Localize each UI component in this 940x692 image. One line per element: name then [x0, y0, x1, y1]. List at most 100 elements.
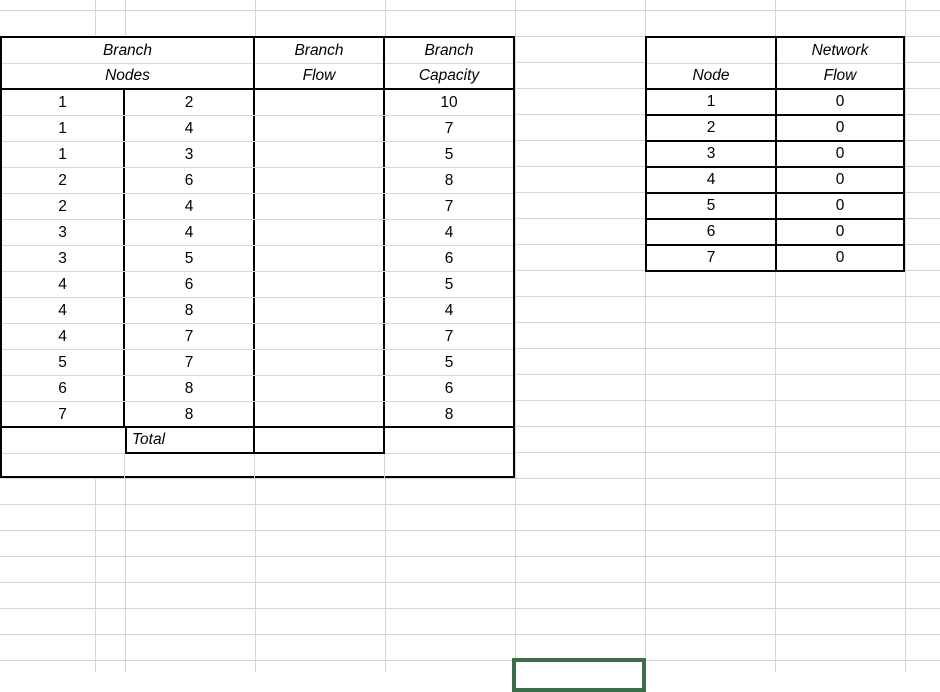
node-cell[interactable]: 2: [647, 116, 777, 140]
branch-table-header: Branch Nodes Branch Flow Branch Capacity: [2, 38, 513, 90]
branch-row: 1 4 7: [2, 116, 513, 142]
branch-capacity-header-cell[interactable]: Branch Capacity: [385, 38, 513, 88]
node-cell[interactable]: 4: [647, 168, 777, 192]
branch-to-cell[interactable]: 4: [125, 194, 255, 219]
branch-flow-cell[interactable]: [255, 194, 385, 219]
branch-nodes-header-cell[interactable]: Branch Nodes: [2, 38, 255, 88]
node-flow-cell[interactable]: 0: [835, 197, 845, 214]
branch-from-cell[interactable]: 1: [2, 142, 125, 167]
branch-flow-cell[interactable]: [255, 116, 385, 141]
node-cell[interactable]: 1: [647, 90, 777, 114]
branch-row: 1 2 10: [2, 90, 513, 116]
branch-to-cell[interactable]: 2: [125, 90, 255, 115]
node-cell[interactable]: 6: [647, 220, 777, 244]
branch-to-cell[interactable]: 7: [125, 350, 255, 375]
node-header-cell[interactable]: Node: [647, 38, 777, 88]
branch-from-cell[interactable]: 4: [2, 298, 125, 323]
branch-row: 6 8 6: [2, 376, 513, 402]
branch-capacity-cell[interactable]: 5: [444, 354, 454, 371]
node-table-header: Node Network Flow: [647, 38, 903, 90]
branch-row: 2 4 7: [2, 194, 513, 220]
branch-to-cell[interactable]: 8: [125, 298, 255, 323]
branch-to-cell[interactable]: 4: [125, 220, 255, 245]
branch-capacity-cell[interactable]: 8: [444, 406, 454, 423]
node-flow-cell[interactable]: 0: [835, 171, 845, 188]
node-flow-cell[interactable]: 0: [835, 249, 845, 266]
branch-flow-cell[interactable]: [255, 168, 385, 193]
branch-from-cell[interactable]: 1: [2, 90, 125, 115]
node-flow-cell[interactable]: 0: [835, 223, 845, 240]
branch-from-cell[interactable]: 3: [2, 246, 125, 271]
branch-flow-cell[interactable]: [255, 324, 385, 349]
branch-capacity-cell[interactable]: 7: [444, 120, 454, 137]
branch-capacity-cell[interactable]: 6: [444, 380, 454, 397]
branch-row: 3 5 6: [2, 246, 513, 272]
branch-from-cell[interactable]: 4: [2, 324, 125, 349]
network-flow-header-cell[interactable]: Network Flow: [777, 38, 903, 88]
branch-to-cell[interactable]: 4: [125, 116, 255, 141]
branch-to-cell[interactable]: 7: [125, 324, 255, 349]
branch-flow-header-line2: Flow: [302, 67, 336, 84]
branch-capacity-cell[interactable]: 6: [444, 250, 454, 267]
branch-table: Branch Nodes Branch Flow Branch Capacity…: [0, 36, 515, 478]
total-label-cell[interactable]: Total: [125, 428, 255, 454]
branch-row: 1 3 5: [2, 142, 513, 168]
branch-capacity-cell[interactable]: 10: [440, 94, 458, 111]
node-row: 1 0: [647, 90, 903, 116]
branch-row: 5 7 5: [2, 350, 513, 376]
branch-flow-cell[interactable]: [255, 142, 385, 167]
node-cell[interactable]: 7: [647, 246, 777, 272]
node-flow-cell[interactable]: 0: [835, 145, 845, 162]
branch-flow-header-line1: Branch: [255, 38, 383, 64]
empty-cell[interactable]: [125, 454, 255, 478]
branch-from-cell[interactable]: 1: [2, 116, 125, 141]
branch-from-cell[interactable]: 2: [2, 194, 125, 219]
branch-capacity-cell[interactable]: 5: [444, 276, 454, 293]
branch-flow-cell[interactable]: [255, 90, 385, 115]
branch-flow-header-cell[interactable]: Branch Flow: [255, 38, 385, 88]
branch-capacity-header-line1: Branch: [385, 38, 513, 64]
branch-to-cell[interactable]: 8: [125, 402, 255, 426]
network-flow-header-line1: Network: [777, 38, 903, 64]
node-cell[interactable]: 5: [647, 194, 777, 218]
node-cell[interactable]: 3: [647, 142, 777, 166]
empty-cell[interactable]: [255, 454, 385, 478]
branch-capacity-cell[interactable]: 4: [444, 224, 454, 241]
branch-from-cell[interactable]: 4: [2, 272, 125, 297]
branch-to-cell[interactable]: 6: [125, 272, 255, 297]
node-flow-cell[interactable]: 0: [835, 119, 845, 136]
branch-capacity-cell[interactable]: 7: [444, 198, 454, 215]
branch-nodes-header-line2: Nodes: [105, 67, 150, 84]
branch-table-empty-row: [2, 454, 513, 478]
branch-from-cell[interactable]: 6: [2, 376, 125, 401]
branch-from-cell[interactable]: 7: [2, 402, 125, 426]
branch-flow-cell[interactable]: [255, 402, 385, 426]
branch-flow-cell[interactable]: [255, 272, 385, 297]
branch-capacity-cell[interactable]: 7: [444, 328, 454, 345]
node-flow-cell[interactable]: 0: [835, 93, 845, 110]
empty-cell[interactable]: [385, 454, 513, 478]
branch-capacity-cell[interactable]: 5: [444, 146, 454, 163]
total-flow-cell[interactable]: [255, 428, 385, 454]
branch-capacity-cell[interactable]: 4: [444, 302, 454, 319]
branch-flow-cell[interactable]: [255, 220, 385, 245]
empty-cell[interactable]: [2, 454, 125, 478]
total-capacity-cell[interactable]: [385, 428, 513, 454]
total-spacer-cell[interactable]: [2, 428, 125, 454]
branch-flow-cell[interactable]: [255, 350, 385, 375]
node-row: 6 0: [647, 220, 903, 246]
branch-flow-cell[interactable]: [255, 298, 385, 323]
branch-flow-cell[interactable]: [255, 376, 385, 401]
branch-from-cell[interactable]: 3: [2, 220, 125, 245]
branch-to-cell[interactable]: 6: [125, 168, 255, 193]
branch-from-cell[interactable]: 5: [2, 350, 125, 375]
branch-flow-cell[interactable]: [255, 246, 385, 271]
branch-to-cell[interactable]: 3: [125, 142, 255, 167]
branch-from-cell[interactable]: 2: [2, 168, 125, 193]
branch-to-cell[interactable]: 8: [125, 376, 255, 401]
active-cell-selection[interactable]: [512, 658, 646, 692]
branch-capacity-cell[interactable]: 8: [444, 172, 454, 189]
branch-to-cell[interactable]: 5: [125, 246, 255, 271]
node-network-flow-table: Node Network Flow 1 0 2 0 3 0 4 0 5 0: [645, 36, 905, 272]
